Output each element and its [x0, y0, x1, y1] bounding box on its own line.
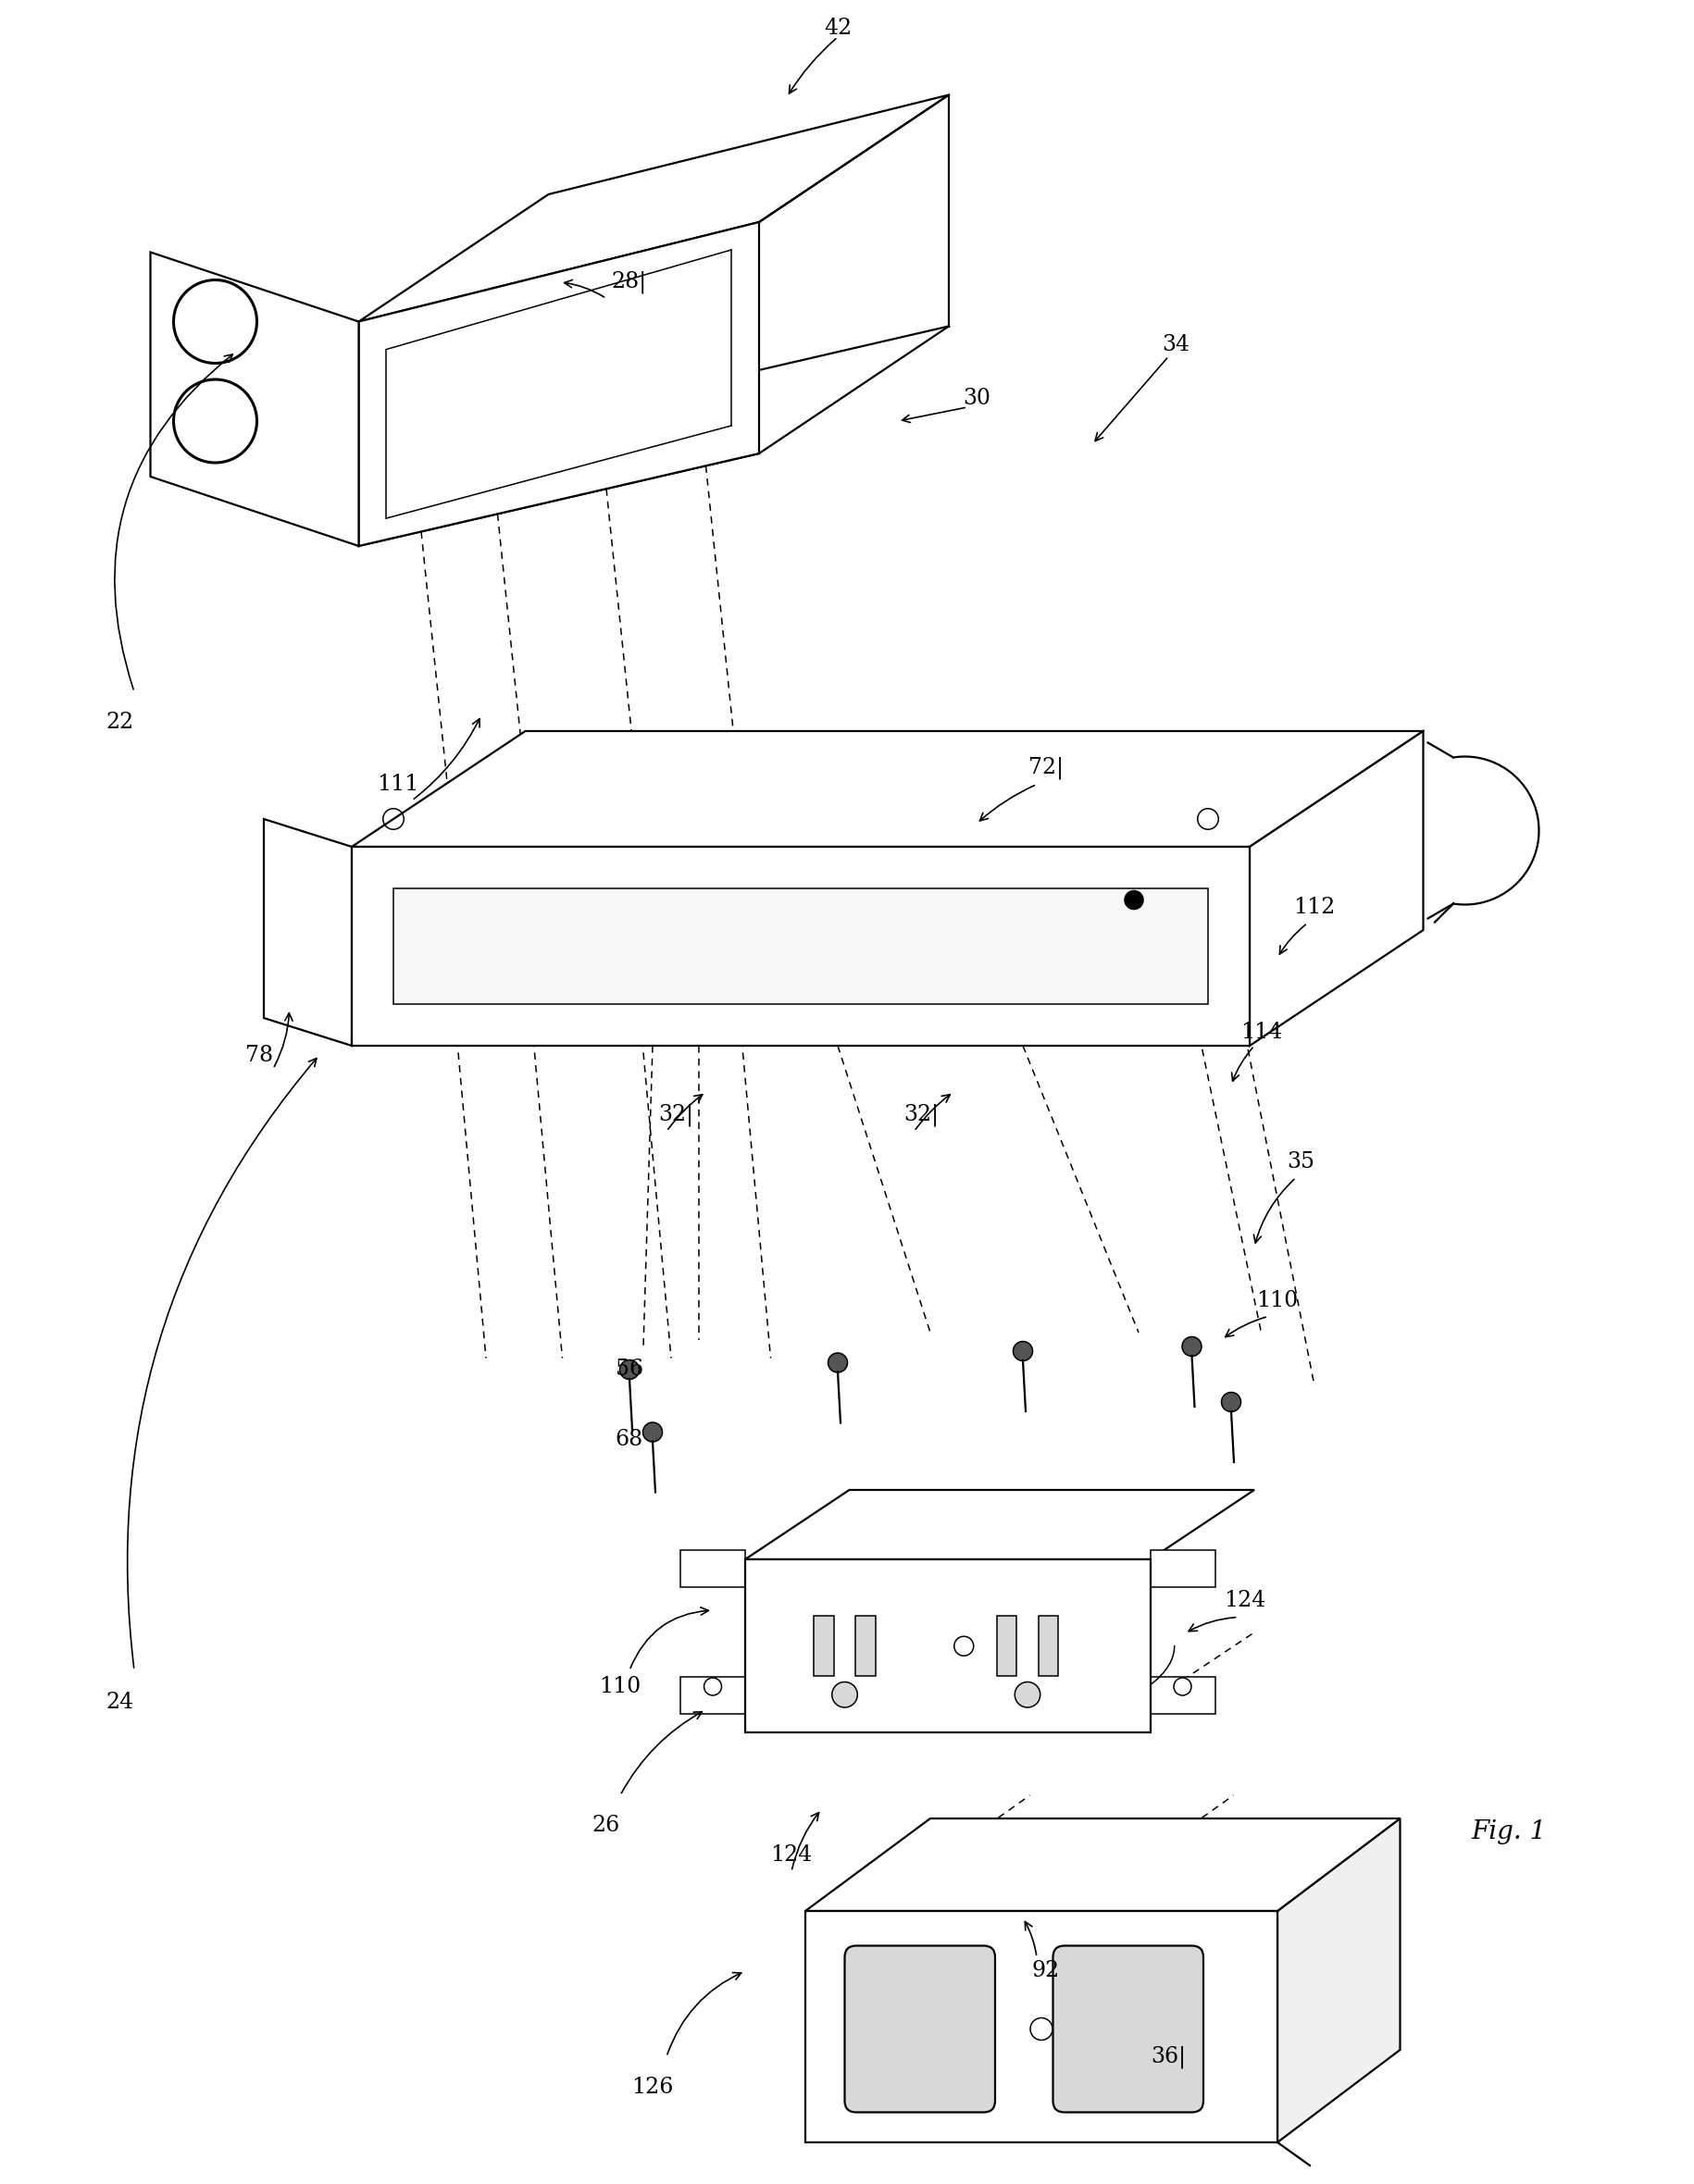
Polygon shape — [1250, 732, 1423, 1046]
Text: 24: 24 — [107, 1693, 134, 1714]
Circle shape — [1013, 1341, 1033, 1361]
Polygon shape — [681, 1551, 745, 1588]
Text: Fig. 1: Fig. 1 — [1472, 1819, 1547, 1845]
Text: 124: 124 — [1225, 1590, 1265, 1612]
Polygon shape — [359, 94, 949, 321]
Polygon shape — [1150, 1551, 1215, 1588]
Polygon shape — [805, 1819, 1401, 1911]
Text: 56: 56 — [615, 1358, 644, 1380]
Text: 34: 34 — [1162, 334, 1189, 356]
Text: 68: 68 — [615, 1428, 644, 1450]
Polygon shape — [1150, 1677, 1215, 1714]
Text: 28|: 28| — [612, 271, 647, 293]
Polygon shape — [681, 1677, 745, 1714]
Text: 110: 110 — [1257, 1289, 1298, 1310]
Polygon shape — [996, 1616, 1016, 1675]
Text: 92: 92 — [1032, 1961, 1060, 1981]
Text: 42: 42 — [823, 17, 852, 39]
Text: 114: 114 — [1240, 1022, 1282, 1042]
Circle shape — [644, 1422, 662, 1441]
Circle shape — [1182, 1337, 1201, 1356]
Polygon shape — [855, 1616, 876, 1675]
FancyBboxPatch shape — [845, 1946, 994, 2112]
Circle shape — [1125, 891, 1143, 909]
Text: 36|: 36| — [1152, 2046, 1186, 2068]
Polygon shape — [745, 1559, 1150, 1732]
Polygon shape — [352, 847, 1250, 1046]
Circle shape — [828, 1352, 847, 1372]
Text: 35: 35 — [1287, 1151, 1315, 1173]
Text: 78: 78 — [246, 1044, 273, 1066]
Polygon shape — [813, 1616, 833, 1675]
Polygon shape — [1277, 1819, 1401, 2143]
Polygon shape — [359, 223, 759, 546]
Polygon shape — [393, 889, 1208, 1005]
Polygon shape — [1038, 1616, 1059, 1675]
FancyBboxPatch shape — [1054, 1946, 1203, 2112]
Text: 126: 126 — [632, 2077, 674, 2097]
Text: 112: 112 — [1294, 895, 1335, 917]
Circle shape — [620, 1361, 639, 1380]
Text: 32|: 32| — [903, 1103, 938, 1127]
Circle shape — [1221, 1393, 1242, 1411]
Polygon shape — [264, 819, 352, 1046]
Circle shape — [832, 1682, 857, 1708]
Polygon shape — [745, 1489, 1254, 1559]
Text: 32|: 32| — [659, 1103, 693, 1127]
Text: 124: 124 — [771, 1845, 813, 1865]
Text: 30: 30 — [962, 387, 991, 408]
Polygon shape — [805, 1911, 1277, 2143]
Text: 72|: 72| — [1028, 758, 1064, 780]
Polygon shape — [352, 732, 1423, 847]
Circle shape — [1015, 1682, 1040, 1708]
Text: 26: 26 — [593, 1815, 620, 1837]
Text: 110: 110 — [600, 1675, 640, 1697]
Text: 22: 22 — [107, 712, 134, 732]
Polygon shape — [151, 251, 359, 546]
Text: 111: 111 — [378, 773, 418, 795]
